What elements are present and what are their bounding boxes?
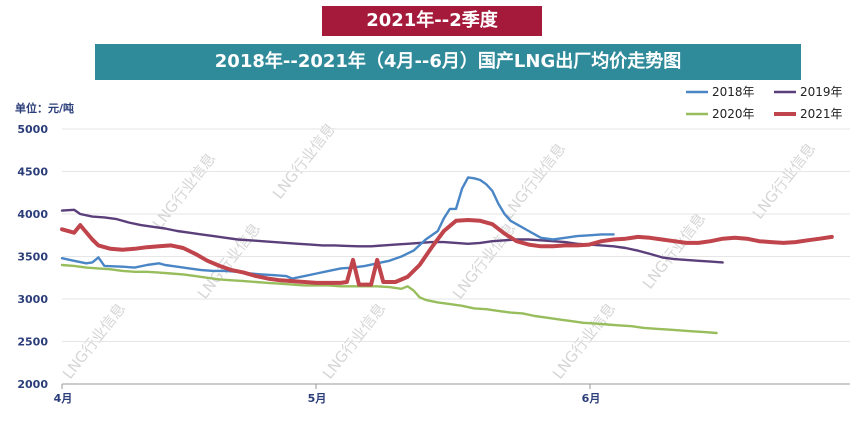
watermark-layer: LNG行业信息LNG行业信息LNG行业信息LNG行业信息LNG行业信息LNG行业… xyxy=(59,120,819,383)
period-banner: 2021年--2季度 xyxy=(322,6,542,36)
series-line-2019年 xyxy=(60,208,724,264)
watermark-text: LNG行业信息 xyxy=(319,300,389,383)
legend-label: 2020年 xyxy=(712,107,755,121)
y-tick-label: 4000 xyxy=(17,208,48,221)
watermark-text: LNG行业信息 xyxy=(149,150,219,233)
legend: 2018年 2019年 2020年 2021年 xyxy=(686,85,843,121)
watermark-text: LNG行业信息 xyxy=(749,140,819,223)
x-tick-label: 4月 xyxy=(54,392,73,405)
watermark-text: LNG行业信息 xyxy=(499,140,569,223)
y-tick-label: 3000 xyxy=(17,293,48,306)
y-tick-label: 5000 xyxy=(17,123,48,136)
legend-label: 2021年 xyxy=(800,107,843,121)
y-tick-label: 2500 xyxy=(17,336,48,349)
y-tick-label: 2000 xyxy=(17,378,48,391)
watermark-text: LNG行业信息 xyxy=(59,300,129,383)
chart-title-banner: 2018年--2021年（4月--6月）国产LNG出厂均价走势图 xyxy=(95,44,801,80)
y-tick-label: 4500 xyxy=(17,166,48,179)
y-tick-label: 3500 xyxy=(17,251,48,264)
watermark-text: LNG行业信息 xyxy=(269,120,339,203)
x-tick-label: 5月 xyxy=(308,392,327,405)
watermark-text: LNG行业信息 xyxy=(449,220,519,303)
x-tick-label: 6月 xyxy=(582,392,601,405)
series-line-2020年 xyxy=(60,263,718,335)
legend-label: 2018年 xyxy=(712,85,755,99)
watermark-text: LNG行业信息 xyxy=(639,210,709,293)
watermark-text: LNG行业信息 xyxy=(549,300,619,383)
series-line-2018年 xyxy=(60,176,615,280)
axes: 5000 4500 4000 3500 3000 2500 2000 4月 5月 6月 xyxy=(17,123,850,405)
y-axis-unit-label: 单位：元/吨 xyxy=(15,102,75,115)
series-layer xyxy=(60,176,834,335)
legend-label: 2019年 xyxy=(800,85,843,99)
grid-lines xyxy=(62,128,850,385)
series-line-2021年 xyxy=(60,218,834,287)
